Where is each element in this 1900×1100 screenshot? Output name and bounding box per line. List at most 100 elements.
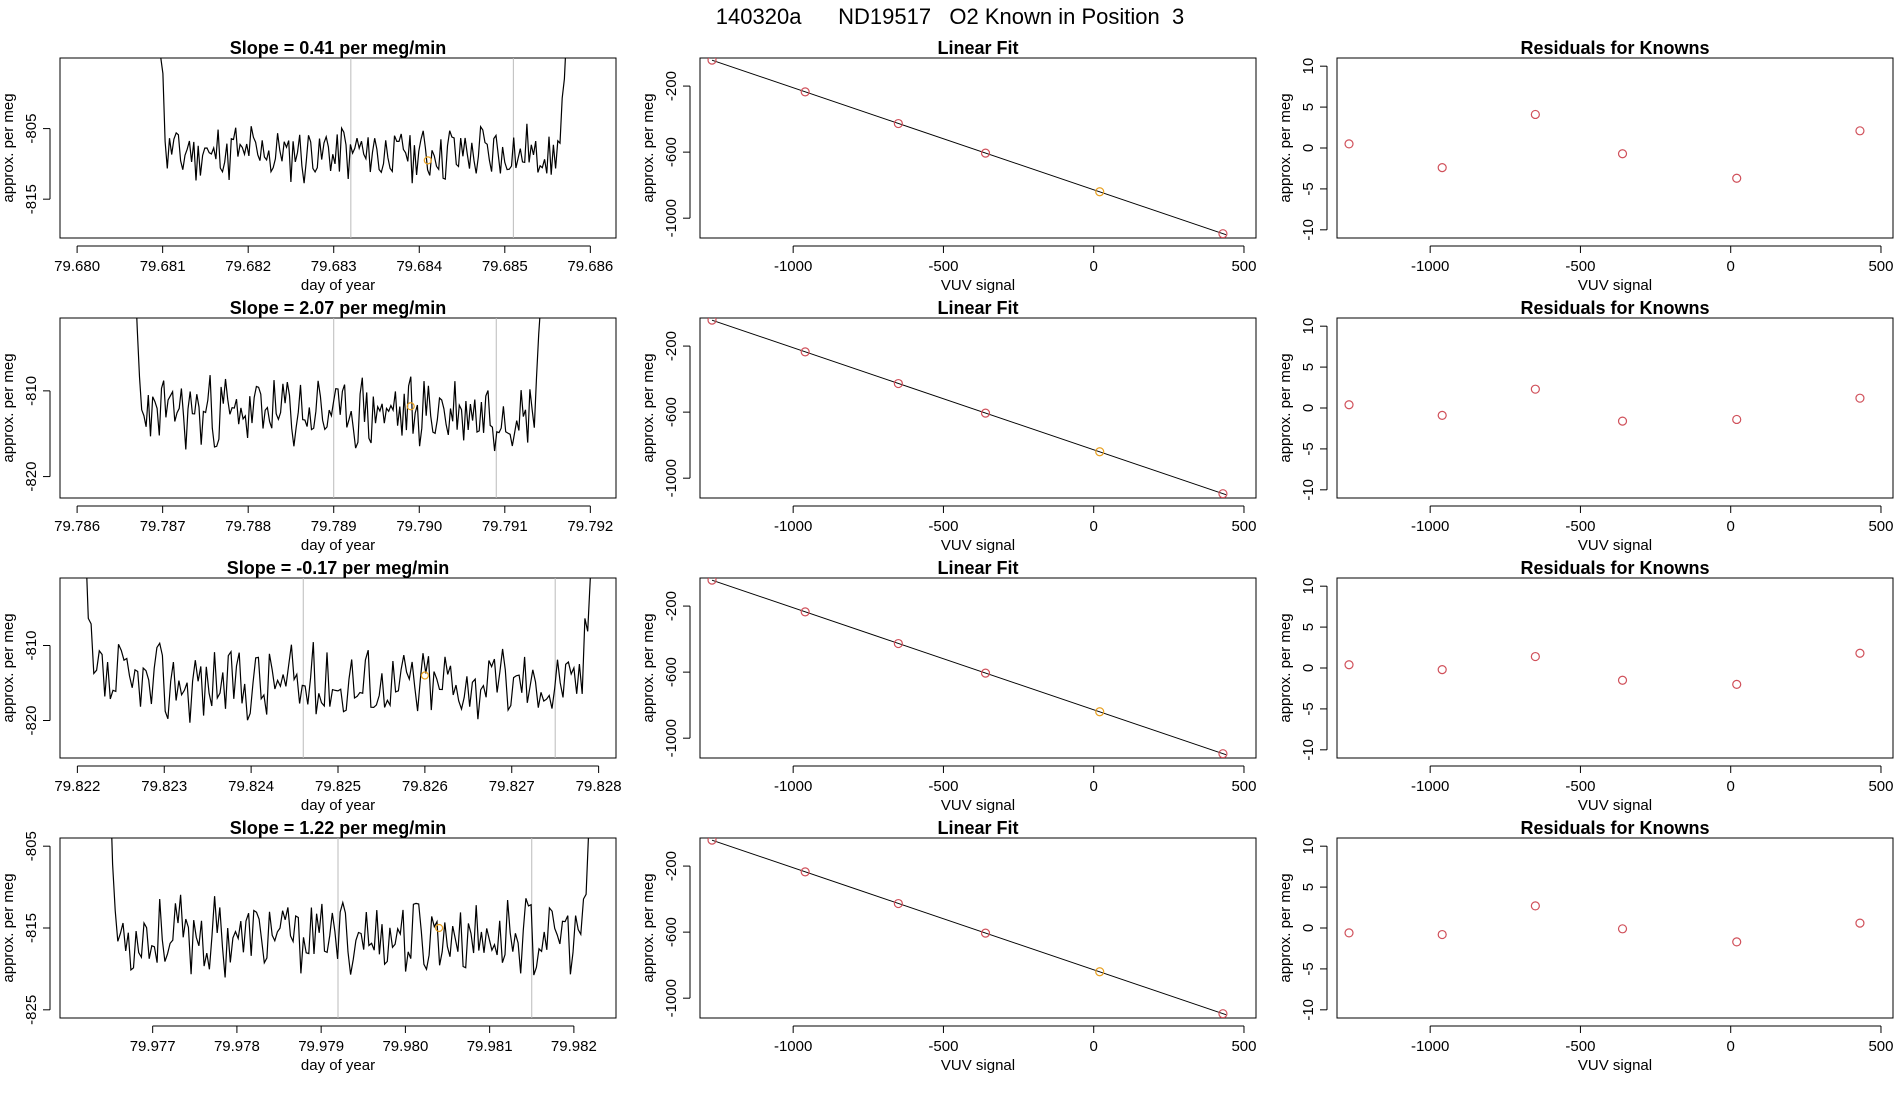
plot-area [707,838,1228,1018]
known-point [893,898,903,909]
known-point [1437,665,1447,675]
x-tick-label: 500 [1231,1038,1256,1055]
x-tick-label: -500 [1565,258,1595,275]
panel-r3-c3: Residuals for Knowns VUV signal approx. pe… [1277,558,1894,814]
plot-area [1344,384,1865,426]
y-tick-label: -200 [663,851,680,881]
known-point [980,928,991,938]
known-point [707,58,717,65]
known-point [1617,924,1628,934]
known-point [1218,489,1228,498]
x-tick-label: -1000 [1411,778,1449,795]
x-tick-label: 79.826 [402,778,448,795]
x-tick-label: 79.789 [311,518,357,535]
y-tick-label: 10 [1300,578,1317,595]
y-tick-label: 0 [1300,144,1317,152]
plot-area [136,318,541,498]
x-tick-label: -500 [928,518,958,535]
x-tick-label: 79.788 [225,518,271,535]
y-tick-label: -600 [663,397,680,427]
y-tick-label: -1000 [663,979,680,1017]
x-axis-label: VUV signal [941,537,1015,554]
y-tick-label: 0 [1300,404,1317,412]
y-tick-label: -1000 [663,459,680,497]
known-point [1855,648,1865,658]
sample-point [1095,967,1105,977]
known-point [980,148,991,158]
x-tick-label: 79.786 [54,518,100,535]
y-axis-label: approx. per meg [1277,353,1294,462]
plot-area [707,58,1228,238]
y-tick-label: -600 [663,137,680,167]
x-tick-label: 79.978 [214,1038,260,1055]
fit-line [711,59,1227,236]
y-axis-label: approx. per meg [1277,613,1294,722]
y-tick-label: -805 [23,831,40,861]
plot-area [1344,648,1865,689]
x-tick-label: 79.683 [311,258,357,275]
y-tick-label: -200 [663,591,680,621]
x-axis-label: VUV signal [1578,797,1652,814]
y-axis-label: approx. per meg [640,353,657,462]
known-point [980,408,991,418]
y-tick-label: 0 [1300,664,1317,672]
x-tick-label: -1000 [1411,258,1449,275]
x-tick-label: 79.822 [54,778,100,795]
x-tick-label: 0 [1727,1038,1735,1055]
panel-r2-c3: Residuals for Knowns VUV signal approx. pe… [1277,298,1894,554]
y-tick-label: -10 [1300,479,1317,501]
x-tick-label: 79.680 [54,258,100,275]
x-tick-label: -500 [1565,1038,1595,1055]
y-tick-label: 10 [1300,58,1317,75]
plot-area [707,578,1228,758]
known-point [893,118,903,129]
known-point [1855,393,1865,403]
x-tick-label: -1000 [774,258,812,275]
known-point [1530,651,1540,662]
plot-area [1344,109,1865,183]
known-point [1530,384,1540,394]
sample-point [1095,447,1105,457]
panel-r1-c3: Residuals for Knowns VUV signal approx. pe… [1277,38,1894,294]
x-axis-label: VUV signal [1578,277,1652,294]
panel-title: Slope = 0.41 per meg/min [230,38,447,58]
x-tick-label: 79.981 [467,1038,513,1055]
y-tick-label: -805 [23,114,40,144]
x-tick-label: -1000 [1411,1038,1449,1055]
x-tick-label: 500 [1231,258,1256,275]
x-tick-label: 79.684 [396,258,442,275]
y-tick-label: 0 [1300,924,1317,932]
x-tick-label: -1000 [774,778,812,795]
panel-title: Slope = 1.22 per meg/min [230,818,447,838]
sample-point [423,156,432,165]
x-tick-label: -1000 [1411,518,1449,535]
data-trace [111,838,590,978]
y-tick-label: -600 [663,657,680,687]
figure-title: 140320a ND19517 O2 Known in Position 3 [715,4,1185,29]
y-tick-label: -810 [23,376,40,406]
known-point [1617,675,1628,685]
panel-title: Residuals for Knowns [1520,298,1709,318]
known-point [893,638,903,649]
plot-area [160,58,566,238]
panel-title: Linear Fit [937,558,1018,578]
x-tick-label: 0 [1090,518,1098,535]
known-point [1218,229,1228,238]
x-tick-label: 79.824 [228,778,274,795]
plot-frame [1336,837,1894,1019]
x-tick-label: 79.827 [489,778,535,795]
x-axis-label: VUV signal [941,797,1015,814]
x-tick-label: 79.790 [396,518,442,535]
known-point [1218,749,1228,758]
x-tick-label: 0 [1727,518,1735,535]
y-tick-label: -1000 [663,719,680,757]
plot-frame [699,577,1257,759]
x-axis-label: day of year [301,1057,375,1074]
fit-line [711,579,1227,756]
panel-r1-c1: Slope = 0.41 per meg/min day of year appro… [0,38,617,294]
known-point [1732,937,1742,947]
y-axis-label: approx. per meg [0,93,17,202]
x-tick-label: -500 [1565,518,1595,535]
panel-r2-c1: Slope = 2.07 per meg/min day of year appro… [0,298,617,554]
data-trace [136,318,541,452]
